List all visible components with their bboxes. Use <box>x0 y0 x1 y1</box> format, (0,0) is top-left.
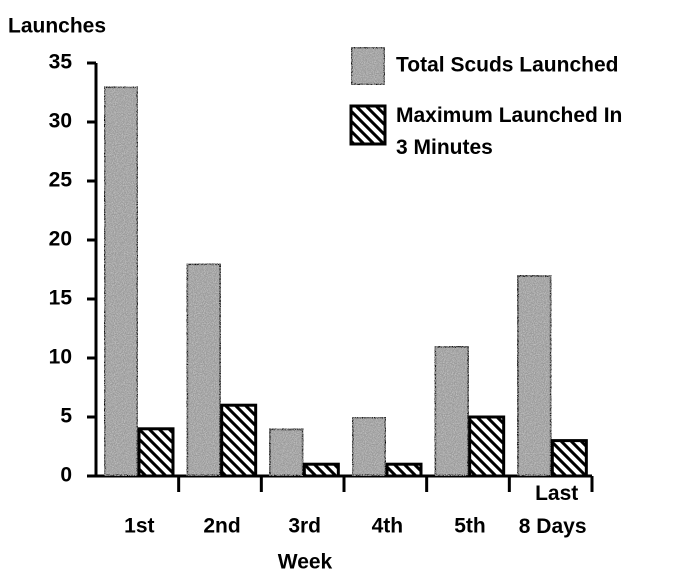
bar <box>220 403 258 478</box>
y-tick-label: 5 <box>60 405 72 428</box>
x-tick-label: 3rd <box>288 515 321 538</box>
bar <box>385 462 423 478</box>
bar <box>550 439 588 478</box>
y-tick-label: 10 <box>49 346 72 369</box>
x-tick-label: 4th <box>372 515 404 538</box>
legend-label: Maximum Launched In 3 Minutes <box>396 104 622 159</box>
bar <box>137 427 175 478</box>
x-tick-label: Last 8 Days <box>519 482 587 538</box>
y-tick-label: 25 <box>49 169 73 192</box>
legend-swatch <box>349 45 387 87</box>
bar <box>302 462 340 478</box>
x-axis-label: Week <box>278 551 333 573</box>
y-tick-label: 0 <box>60 464 72 487</box>
bar <box>515 273 553 478</box>
y-tick-label: 15 <box>49 287 73 310</box>
x-tick-label: 2nd <box>203 515 240 538</box>
x-tick-label: 5th <box>454 515 486 538</box>
y-tick-label: 35 <box>49 51 73 74</box>
bar <box>185 262 223 478</box>
x-tick-label: 1st <box>124 515 154 538</box>
bar <box>102 85 140 478</box>
bar <box>433 344 471 478</box>
legend-swatch <box>349 104 387 146</box>
legend-label: Total Scuds Launched <box>396 54 618 77</box>
bar <box>468 415 506 478</box>
bar <box>350 415 388 478</box>
y-tick-label: 20 <box>49 228 72 251</box>
y-tick-label: 30 <box>49 110 72 133</box>
y-axis-label: Launches <box>8 15 106 38</box>
bar <box>267 427 305 478</box>
